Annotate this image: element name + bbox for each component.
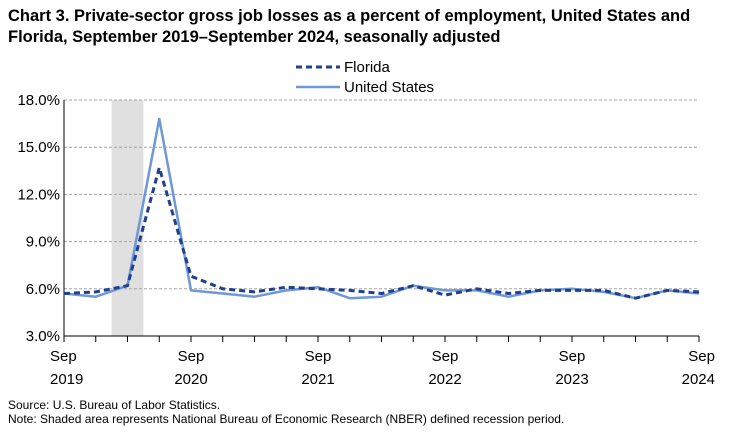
x-tick-label-month: Sep bbox=[432, 348, 459, 365]
x-tick-label-month: Sep bbox=[688, 348, 715, 365]
series-line-united-states bbox=[63, 117, 700, 300]
x-tick-label-year: 2022 bbox=[428, 371, 461, 388]
recession-shading bbox=[111, 100, 144, 336]
y-tick-label: 12.0% bbox=[17, 186, 60, 203]
x-tick-label-month: Sep bbox=[559, 348, 586, 365]
legend-label-united-states: United States bbox=[344, 79, 434, 96]
x-tick-label-year: 2020 bbox=[174, 371, 207, 388]
x-tick-label-month: Sep bbox=[305, 348, 332, 365]
x-tick-label-month: Sep bbox=[50, 348, 77, 365]
recession-note: Note: Shaded area represents National Bu… bbox=[8, 412, 565, 426]
source-note: Source: U.S. Bureau of Labor Statistics. bbox=[8, 398, 221, 412]
y-tick-label: 3.0% bbox=[26, 328, 60, 345]
y-tick-label: 6.0% bbox=[26, 281, 60, 298]
x-tick-label-month: Sep bbox=[178, 348, 205, 365]
legend-label-florida: Florida bbox=[344, 59, 391, 76]
y-tick-label: 15.0% bbox=[17, 139, 60, 156]
y-tick-label: 9.0% bbox=[26, 234, 60, 251]
chart-footer: Source: U.S. Bureau of Labor Statistics.… bbox=[8, 398, 564, 426]
x-tick-label-year: 2024 bbox=[682, 371, 715, 388]
x-tick-label-year: 2023 bbox=[555, 371, 588, 388]
gridlines bbox=[64, 99, 699, 290]
series-line-florida bbox=[63, 166, 700, 300]
recession-shading-layer bbox=[111, 100, 144, 336]
x-tick-label-year: 2021 bbox=[301, 371, 334, 388]
legend: Florida United States bbox=[296, 59, 434, 96]
chart-title: Chart 3. Private-sector gross job losses… bbox=[8, 7, 691, 46]
series-lines bbox=[63, 117, 700, 300]
y-tick-label: 18.0% bbox=[17, 92, 60, 109]
x-tick-label-year: 2019 bbox=[50, 371, 83, 388]
axes: 3.0% 6.0% 9.0% 12.0% 15.0% 18.0% Sep 2019 Sep 202… bbox=[17, 92, 715, 388]
